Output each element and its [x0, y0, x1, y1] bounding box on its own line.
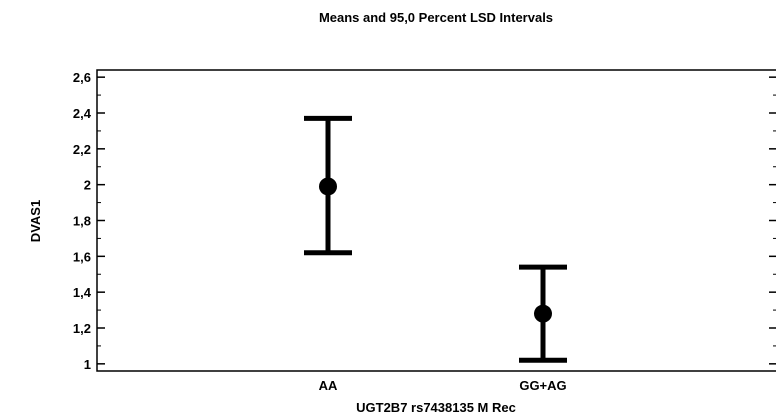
- x-tick-label: AA: [319, 378, 338, 393]
- y-tick-label: 1,8: [73, 214, 91, 229]
- y-tick-label: 2,2: [73, 142, 91, 157]
- y-tick-label: 2,4: [73, 106, 92, 121]
- y-tick-label: 1,4: [73, 285, 92, 300]
- y-axis: 1 1,2 1,4 1,6 1,8 2 2,2 2,4 2,6: [73, 70, 776, 372]
- x-axis-label: UGT2B7 rs7438135 M Rec: [356, 400, 516, 415]
- chart-title: Means and 95,0 Percent LSD Intervals: [319, 10, 553, 25]
- y-tick-label: 1,2: [73, 321, 91, 336]
- plot-frame: [96, 69, 776, 372]
- y-tick-label: 1,6: [73, 249, 91, 264]
- y-axis-label: DVAS1: [28, 200, 43, 242]
- mean-point: [534, 304, 552, 323]
- x-axis: AA GG+AG: [319, 378, 567, 393]
- interval-marks: [304, 115, 567, 363]
- y-tick-label: 2,6: [73, 70, 91, 85]
- y-tick-label: 1: [84, 357, 91, 372]
- x-tick-label: GG+AG: [519, 378, 566, 393]
- y-tick-label: 2: [84, 178, 91, 193]
- mean-point: [319, 177, 337, 196]
